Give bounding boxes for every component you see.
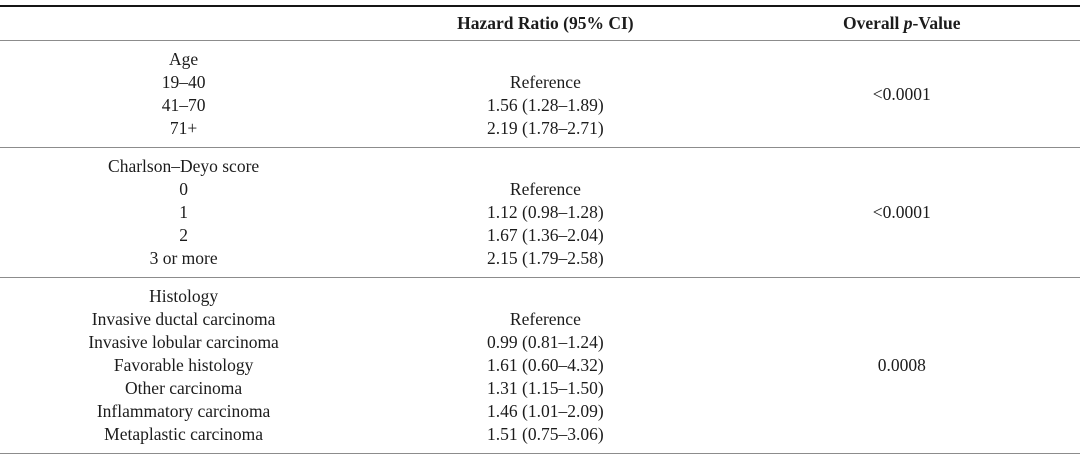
section-age-categories: Age 19–40 41–70 71+ [0,48,367,140]
hr-cell: 1.31 (1.15–1.50) [487,378,604,398]
section-histology: Histology Invasive ductal carcinoma Inva… [0,277,1080,453]
pvalue: 0.0008 [877,355,926,375]
hr-cell: Reference [509,179,581,199]
hr-cell: Reference [509,309,581,329]
category-cell: 41–70 [161,95,206,115]
category-cell: Invasive ductal carcinoma [91,309,276,329]
hr-cell: Reference [509,72,581,92]
category-cell: 71+ [169,118,198,138]
category-cell: 0 [179,179,188,199]
header-hazard-ratio-cell: Hazard Ratio (95% CI) [457,13,634,33]
header-pvalue-italic-p: p [903,13,913,33]
section-label: Age [169,49,199,69]
header-pvalue-cell: Overall p-Value [724,12,1080,34]
hr-cell: 2.19 (1.78–2.71) [487,118,604,138]
hr-cell-empty [367,155,723,178]
hr-cell-empty [367,285,723,308]
category-cell: 3 or more [149,248,218,268]
hr-cell: 1.61 (0.60–4.32) [487,355,604,375]
section-histology-pvalue-cell: 0.0008 [724,285,1080,446]
hr-cell: 1.46 (1.01–2.09) [487,401,604,421]
category-cell: 1 [179,202,188,222]
pvalue: <0.0001 [872,83,931,104]
category-cell: Favorable histology [113,355,254,375]
hazard-ratio-table: Hazard Ratio (95% CI) Overall p-Value Ag… [0,5,1080,454]
section-charlson-categories: Charlson–Deyo score 0 1 2 3 or more [0,155,367,270]
hr-cell: 0.99 (0.81–1.24) [487,332,604,352]
hr-cell: 1.56 (1.28–1.89) [487,95,604,115]
section-label: Histology [149,286,219,306]
section-charlson-hr-values: Reference 1.12 (0.98–1.28) 1.67 (1.36–2.… [367,155,723,270]
hr-cell: 1.51 (0.75–3.06) [487,424,604,444]
header-pvalue-prefix: Overall [843,13,904,33]
category-cell: Metaplastic carcinoma [104,424,264,444]
category-cell: Other carcinoma [125,378,243,398]
category-cell: Invasive lobular carcinoma [88,332,279,352]
section-histology-hr-values: Reference 0.99 (0.81–1.24) 1.61 (0.60–4.… [367,285,723,446]
section-charlson-pvalue-cell: <0.0001 [724,155,1080,270]
section-charlson-deyo: Charlson–Deyo score 0 1 2 3 or more Refe… [0,147,1080,277]
section-age: Age 19–40 41–70 71+ Reference 1.56 (1.28… [0,40,1080,147]
pvalue: <0.0001 [872,202,931,222]
header-variable-cell [0,12,367,34]
hr-cell: 1.12 (0.98–1.28) [487,202,604,222]
hr-cell: 1.67 (1.36–2.04) [487,225,604,245]
section-age-hr-values: Reference 1.56 (1.28–1.89) 2.19 (1.78–2.… [367,48,723,140]
hr-cell: 2.15 (1.79–2.58) [487,248,604,268]
header-row: Hazard Ratio (95% CI) Overall p-Value [0,7,1080,40]
section-age-pvalue-cell: <0.0001 [724,48,1080,140]
section-label: Charlson–Deyo score [108,156,260,176]
section-histology-categories: Histology Invasive ductal carcinoma Inva… [0,285,367,446]
category-cell: Inflammatory carcinoma [96,401,271,421]
category-cell: 2 [179,225,188,245]
header-pvalue-suffix: -Value [912,13,961,33]
hr-cell-empty [367,48,723,71]
category-cell: 19–40 [161,72,206,92]
